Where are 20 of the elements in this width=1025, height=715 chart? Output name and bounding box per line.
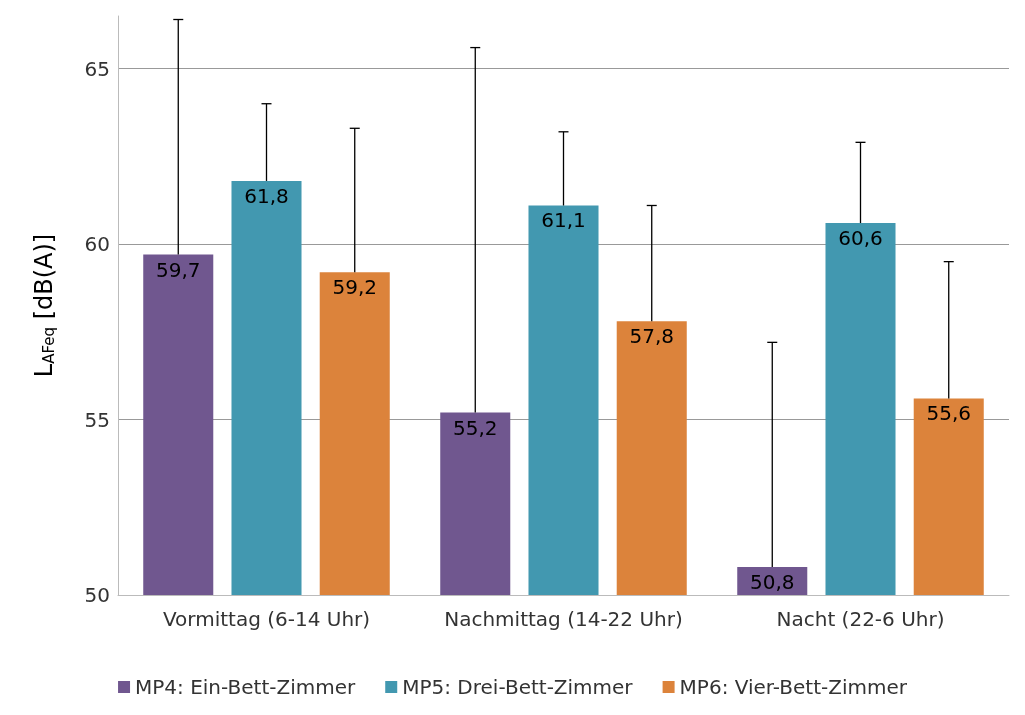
data-label: 55,2 xyxy=(452,415,498,440)
y-tick-label: 65 xyxy=(84,56,110,81)
y-tick-label: 55 xyxy=(84,407,110,432)
data-label: 61,1 xyxy=(541,208,586,233)
x-tick-label: Nachmittag (14-22 Uhr) xyxy=(444,607,683,631)
legend-label: MP6: Vier-Bett-Zimmer xyxy=(679,675,908,699)
legend-label: MP5: Drei-Bett-Zimmer xyxy=(402,675,634,699)
data-label: 61,8 xyxy=(244,183,289,208)
data-label: 57,8 xyxy=(629,324,675,349)
data-label: 59,7 xyxy=(155,257,201,282)
data-label: 60,6 xyxy=(838,226,883,251)
y-tick-label: 60 xyxy=(84,232,110,257)
y-tick-label: 50 xyxy=(84,583,110,607)
data-label: 59,2 xyxy=(332,275,378,300)
legend-label: MP4: Ein-Bett-Zimmer xyxy=(135,675,357,699)
x-tick-label: Vormittag (6-14 Uhr) xyxy=(162,607,371,631)
x-tick-label: Nacht (22-6 Uhr) xyxy=(776,607,945,631)
data-label: 55,6 xyxy=(926,401,972,426)
y-axis-title: LAFeq [dB(A)] xyxy=(30,233,58,378)
data-label: 50,8 xyxy=(749,569,795,594)
